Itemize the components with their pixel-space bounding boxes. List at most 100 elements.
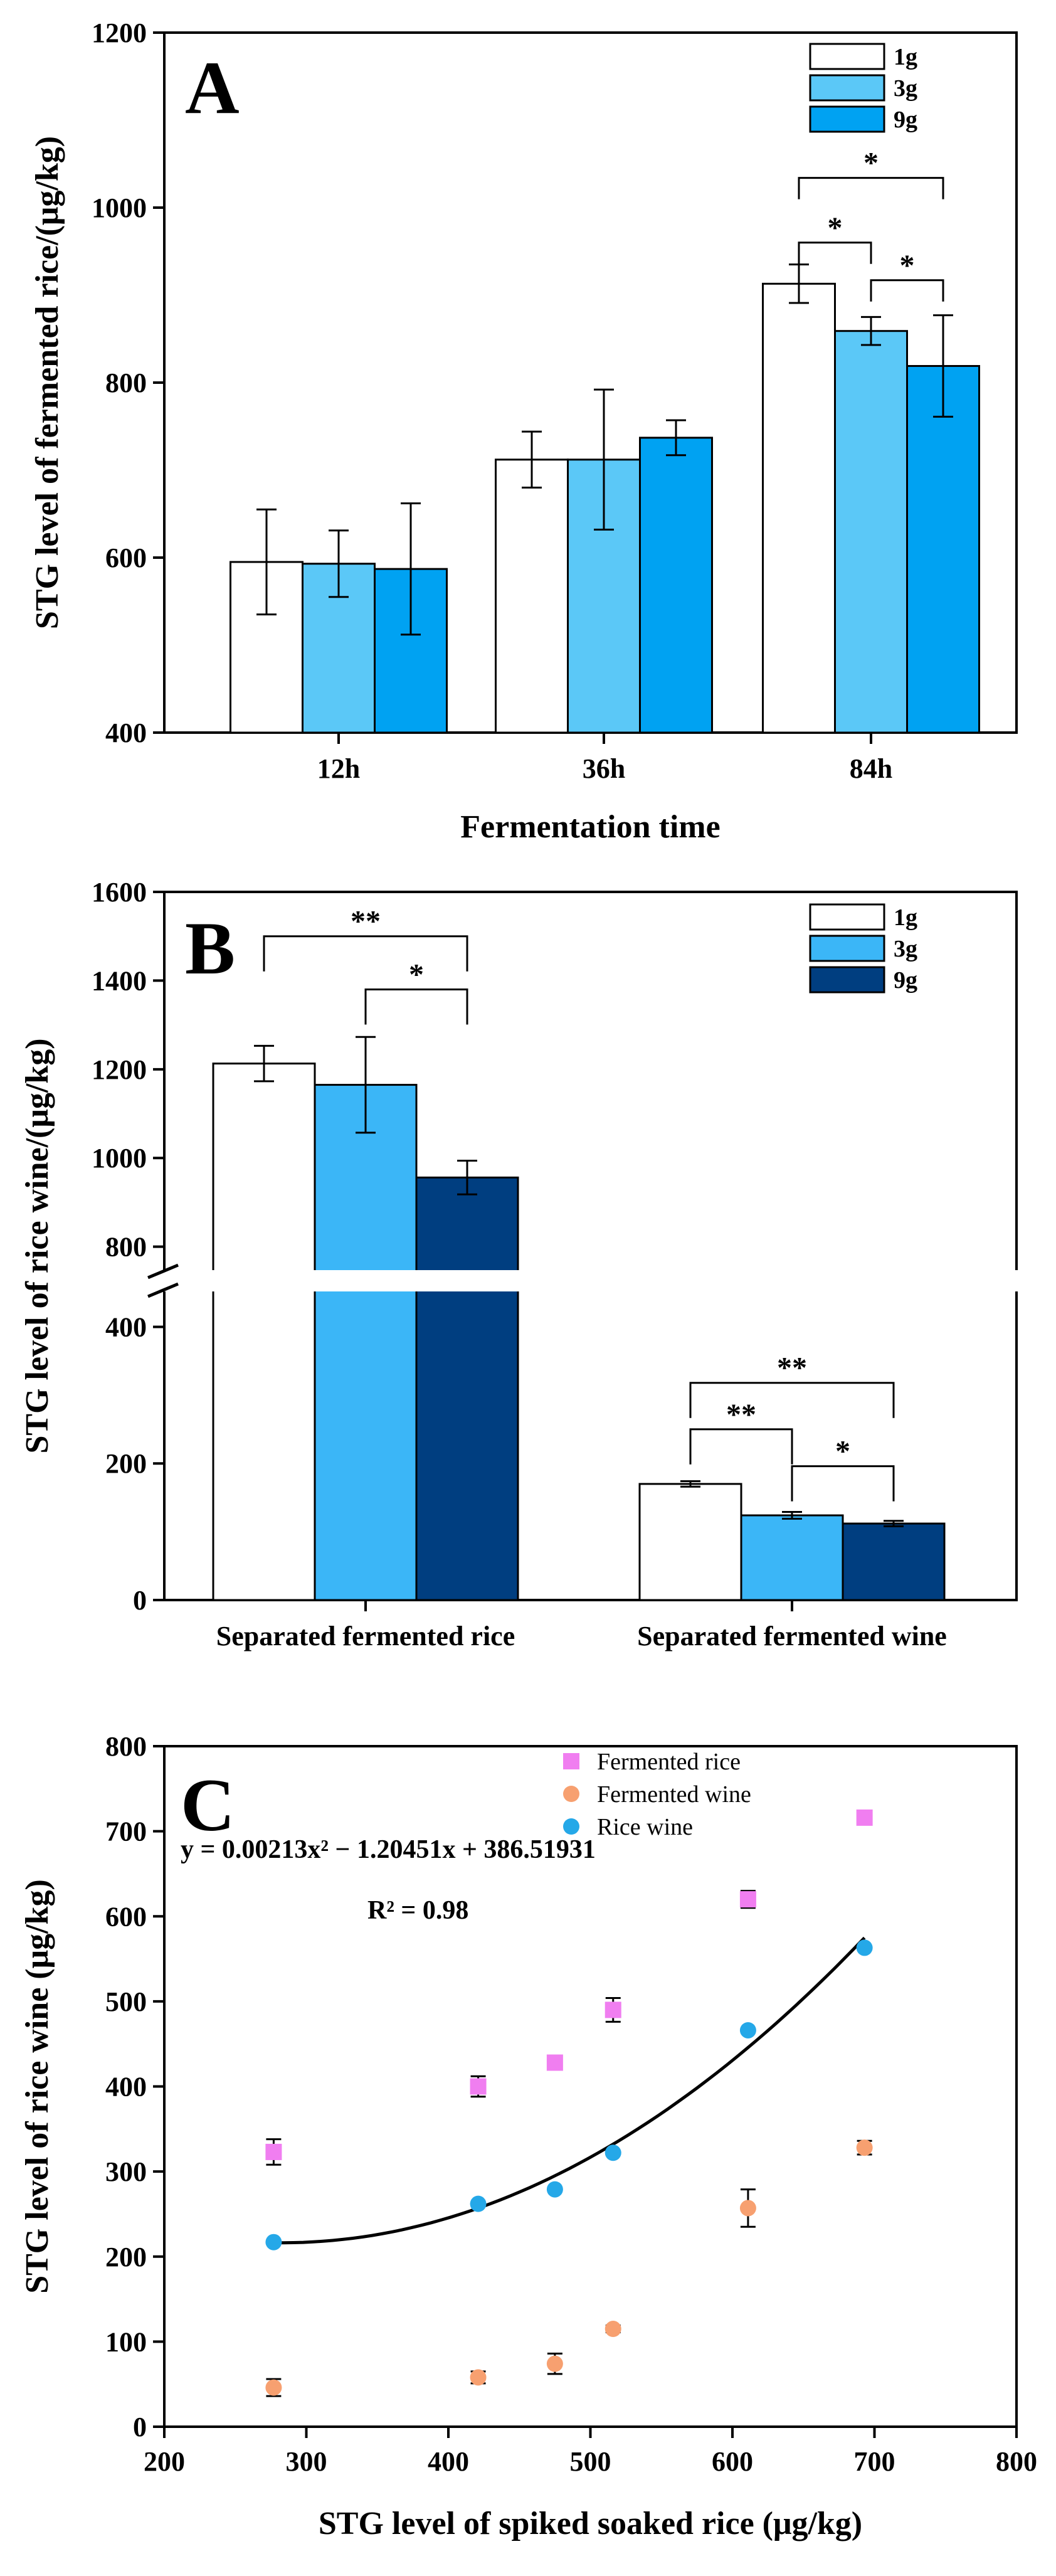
x-tick-label: 400: [428, 2446, 469, 2477]
legend-swatch: [809, 903, 885, 931]
error-bar: [329, 529, 349, 598]
data-point: [265, 2143, 282, 2160]
legend-label: 1g: [894, 44, 917, 70]
bar: [740, 1514, 844, 1601]
significance-star: *: [835, 1435, 850, 1468]
error-bar: [356, 1036, 376, 1134]
legend-label: 9g: [894, 967, 917, 994]
bar: [639, 437, 713, 734]
error-bar: [401, 502, 421, 636]
panel-label: B: [185, 906, 235, 990]
data-point: [470, 2369, 487, 2386]
error-bar: [782, 1511, 802, 1520]
significance-star: **: [777, 1352, 807, 1385]
bar: [495, 458, 569, 734]
data-point: [856, 2139, 873, 2156]
legend-swatch: [809, 105, 885, 133]
panel-c-scatter-chart: 0 100 200 300 400 500 600 700 800 200 300 400 500 600…: [19, 1731, 1037, 2542]
y-tick-label: 300: [105, 2156, 147, 2187]
data-point: [739, 1891, 756, 1908]
data-point: [605, 2144, 621, 2161]
data-point: [265, 2234, 282, 2250]
significance-bracket: **: [689, 1352, 895, 1418]
significance-bracket: *: [791, 1435, 895, 1502]
x-axis-title: STG level of spiked soaked rice (μg/kg): [319, 2506, 862, 2542]
significance-bracket-line: [791, 1465, 895, 1502]
y-tick-label: 400: [105, 718, 147, 748]
x-tick-label: 600: [712, 2446, 753, 2477]
legend: 1g 3g 9g: [809, 903, 917, 994]
y-tick-label: 600: [105, 543, 147, 573]
x-tick-label: 12h: [317, 753, 360, 784]
y-tick-label: 600: [105, 1901, 147, 1932]
data-point: [546, 2054, 563, 2071]
data-point: [605, 2321, 621, 2338]
y-tick-label: 0: [133, 1585, 147, 1616]
significance-bracket: *: [798, 211, 872, 264]
legend-marker: [563, 1786, 579, 1802]
x-tick-label: Separated fermented rice: [216, 1621, 515, 1651]
legend-label: Rice wine: [597, 1814, 693, 1840]
y-tick-label: 700: [105, 1816, 147, 1847]
significance-star: *: [828, 211, 843, 245]
y-tick-label: 1200: [92, 18, 147, 48]
y-tick-label: 400: [105, 2072, 147, 2102]
bar: [230, 561, 304, 734]
data-point: [605, 2001, 621, 2018]
y-tick-label: 0: [133, 2412, 147, 2442]
legend-swatch: [809, 43, 885, 70]
error-bar: [933, 314, 953, 418]
data-point: [470, 2078, 487, 2095]
significance-bracket: **: [689, 1398, 793, 1465]
y-tick-label: 200: [105, 2242, 147, 2272]
y-tick-label: 400: [105, 1312, 147, 1342]
significance-bracket-line: [689, 1382, 895, 1418]
axis-break-mark: [147, 1263, 179, 1280]
error-bar: [789, 263, 809, 304]
y-tick-label: 800: [105, 1232, 147, 1263]
legend-swatch: [809, 74, 885, 102]
data-point: [546, 2355, 563, 2372]
significance-star: **: [726, 1398, 756, 1431]
y-tick-label: 1200: [92, 1054, 147, 1085]
panel-b-bar-chart: 0 200 400 800 1000 1200 1400 1600 Separated ferm…: [19, 877, 1035, 1651]
error-bar: [884, 1520, 904, 1527]
data-point: [546, 2181, 563, 2198]
bar: [906, 364, 980, 734]
fit-curve: [273, 1936, 866, 2245]
fit-equation: y = 0.00213x² − 1.20451x + 386.51931: [181, 1835, 596, 1864]
significance-bracket-line: [798, 241, 872, 264]
legend-swatch: [809, 935, 885, 962]
error-bar: [680, 1480, 700, 1488]
significance-bracket-line: [689, 1428, 793, 1465]
bar: [314, 1084, 418, 1601]
bar: [638, 1483, 742, 1601]
significance-bracket: *: [364, 958, 468, 1025]
significance-bracket-line: [263, 935, 468, 972]
bar: [212, 1063, 316, 1601]
data-point: [739, 2022, 756, 2038]
x-tick-label: 200: [144, 2446, 185, 2477]
x-tick-label: 500: [570, 2446, 611, 2477]
y-axis-title: STG level of rice wine (μg/kg): [19, 1879, 55, 2294]
legend-label: Fermented wine: [597, 1781, 751, 1808]
bar: [415, 1176, 519, 1601]
error-bar: [256, 508, 277, 616]
x-axis-title: Fermentation time: [460, 809, 720, 845]
legend-swatch: [809, 966, 885, 994]
bar: [834, 330, 908, 734]
legend-label: 3g: [894, 75, 917, 102]
error-bar: [522, 430, 542, 489]
x-tick-label: 84h: [850, 753, 892, 784]
legend-marker: [563, 1818, 579, 1835]
significance-star: **: [351, 905, 381, 938]
y-tick-label: 200: [105, 1448, 147, 1479]
legend-label: 9g: [894, 107, 917, 133]
axis-break-mark: [147, 1282, 179, 1298]
axis-break-gap: [145, 1270, 1035, 1291]
significance-star: *: [409, 958, 424, 992]
significance-bracket: *: [798, 147, 944, 199]
y-tick-label: 800: [105, 368, 147, 398]
significance-bracket-line: [798, 177, 944, 199]
